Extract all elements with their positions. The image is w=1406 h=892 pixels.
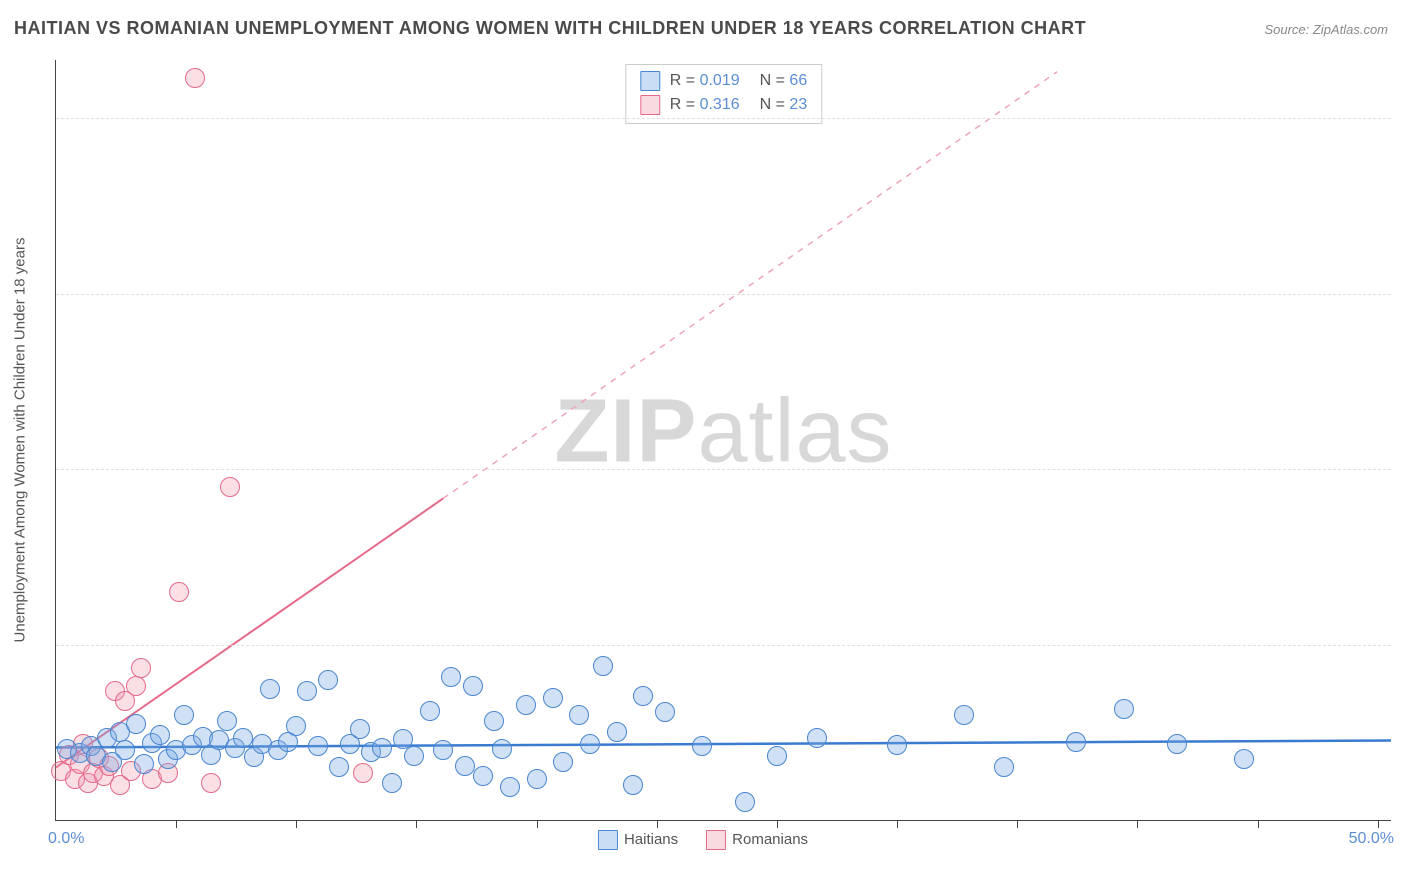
legend-r-label: R = 0.019	[670, 69, 740, 93]
point-haitians	[286, 716, 306, 736]
point-romanians	[169, 582, 189, 602]
point-haitians	[1114, 699, 1134, 719]
point-haitians	[150, 725, 170, 745]
point-haitians	[329, 757, 349, 777]
point-haitians	[297, 681, 317, 701]
legend-n-label: N = 66	[760, 69, 808, 93]
legend-label: Romanians	[732, 831, 808, 848]
point-haitians	[735, 792, 755, 812]
legend-swatch	[640, 95, 660, 115]
point-haitians	[569, 705, 589, 725]
point-haitians	[217, 711, 237, 731]
point-romanians	[353, 763, 373, 783]
legend-n-label: N = 23	[760, 93, 808, 117]
legend-series: Haitians Romanians	[598, 830, 808, 850]
x-tick	[1137, 820, 1138, 828]
point-haitians	[260, 679, 280, 699]
point-romanians	[185, 68, 205, 88]
point-haitians	[126, 714, 146, 734]
point-romanians	[220, 477, 240, 497]
x-tick	[296, 820, 297, 828]
point-haitians	[1167, 734, 1187, 754]
point-haitians	[382, 773, 402, 793]
point-haitians	[553, 752, 573, 772]
legend-stats: R = 0.019 N = 66 R = 0.316 N = 23	[625, 64, 822, 124]
legend-swatch	[640, 71, 660, 91]
point-haitians	[372, 738, 392, 758]
legend-item: Haitians	[598, 830, 678, 850]
point-haitians	[1066, 732, 1086, 752]
x-tick	[657, 820, 658, 828]
point-romanians	[131, 658, 151, 678]
point-haitians	[318, 670, 338, 690]
legend-stat-row: R = 0.019 N = 66	[640, 69, 807, 93]
x-tick	[537, 820, 538, 828]
x-tick	[777, 820, 778, 828]
x-axis-start-label: 0.0%	[48, 830, 84, 848]
legend-swatch	[706, 830, 726, 850]
point-haitians	[433, 740, 453, 760]
legend-stat-row: R = 0.316 N = 23	[640, 93, 807, 117]
legend-item: Romanians	[706, 830, 808, 850]
chart-title: HAITIAN VS ROMANIAN UNEMPLOYMENT AMONG W…	[14, 18, 1086, 39]
point-haitians	[580, 734, 600, 754]
point-haitians	[473, 766, 493, 786]
point-haitians	[492, 739, 512, 759]
point-haitians	[174, 705, 194, 725]
gridline	[56, 469, 1391, 470]
point-haitians	[623, 775, 643, 795]
point-haitians	[543, 688, 563, 708]
x-tick	[1258, 820, 1259, 828]
point-haitians	[807, 728, 827, 748]
point-haitians	[527, 769, 547, 789]
x-axis-end-label: 50.0%	[1349, 830, 1394, 848]
point-haitians	[233, 728, 253, 748]
point-haitians	[516, 695, 536, 715]
point-haitians	[308, 736, 328, 756]
point-haitians	[954, 705, 974, 725]
point-haitians	[994, 757, 1014, 777]
chart-svg	[56, 60, 1391, 820]
point-haitians	[767, 746, 787, 766]
point-haitians	[887, 735, 907, 755]
source-label: Source: ZipAtlas.com	[1264, 22, 1388, 37]
point-haitians	[404, 746, 424, 766]
point-haitians	[115, 740, 135, 760]
point-haitians	[607, 722, 627, 742]
point-haitians	[420, 701, 440, 721]
plot-area: ZIPatlas R = 0.019N = 66R = 0.316N = 23 …	[55, 60, 1391, 821]
x-tick	[1017, 820, 1018, 828]
trend-line	[443, 72, 1057, 499]
legend-label: Haitians	[624, 831, 678, 848]
x-tick	[1378, 820, 1379, 828]
point-haitians	[484, 711, 504, 731]
point-haitians	[350, 719, 370, 739]
x-tick	[416, 820, 417, 828]
point-haitians	[692, 736, 712, 756]
point-haitians	[463, 676, 483, 696]
x-tick	[176, 820, 177, 828]
gridline	[56, 294, 1391, 295]
gridline	[56, 118, 1391, 119]
point-haitians	[633, 686, 653, 706]
point-haitians	[1234, 749, 1254, 769]
point-haitians	[441, 667, 461, 687]
point-haitians	[655, 702, 675, 722]
legend-r-label: R = 0.316	[670, 93, 740, 117]
point-haitians	[593, 656, 613, 676]
point-romanians	[201, 773, 221, 793]
x-tick	[897, 820, 898, 828]
y-axis-label: Unemployment Among Women with Children U…	[12, 238, 29, 643]
point-romanians	[126, 676, 146, 696]
point-haitians	[455, 756, 475, 776]
legend-swatch	[598, 830, 618, 850]
gridline	[56, 645, 1391, 646]
point-haitians	[500, 777, 520, 797]
point-haitians	[134, 754, 154, 774]
